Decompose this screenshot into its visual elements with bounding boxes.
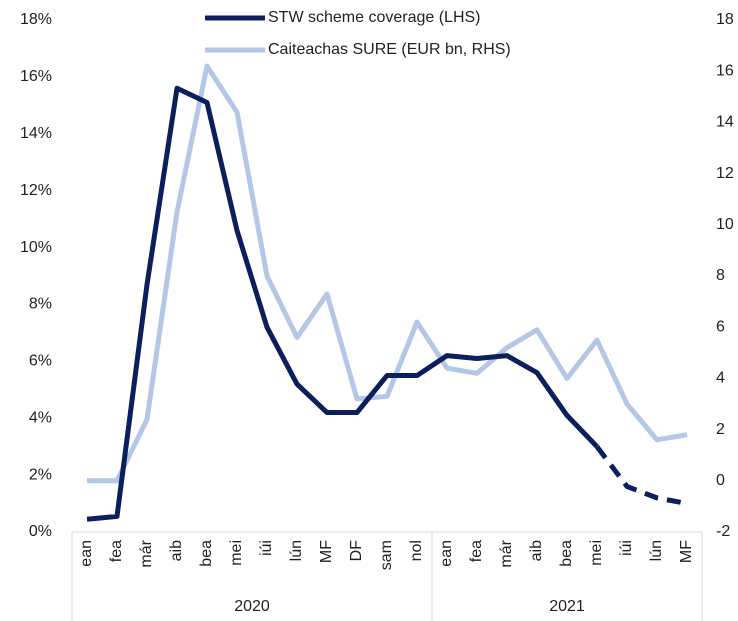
x-tick-label: fea xyxy=(468,540,485,562)
x-tick-label: ean xyxy=(78,540,95,567)
legend-label: STW scheme coverage (LHS) xyxy=(268,9,481,26)
y2-tick-label: 14 xyxy=(716,114,734,131)
x-tick-label: már xyxy=(498,539,515,567)
x-tick-label: mei xyxy=(228,540,245,566)
y2-tick-label: 8 xyxy=(716,267,725,284)
y-tick-label: 0% xyxy=(29,523,52,540)
x-group-label: 2020 xyxy=(234,598,270,615)
y2-tick-label: 10 xyxy=(716,216,734,233)
y2-tick-label: 6 xyxy=(716,318,725,335)
x-tick-label: iúi xyxy=(258,540,275,556)
y-tick-label: 4% xyxy=(29,409,52,426)
x-tick-label: sam xyxy=(378,540,395,570)
x-tick-label: ean xyxy=(438,540,455,567)
legend-label: Caiteachas SURE (EUR bn, RHS) xyxy=(268,41,511,58)
y-tick-label: 14% xyxy=(20,125,52,142)
y2-tick-label: 16 xyxy=(716,62,734,79)
y-tick-label: 8% xyxy=(29,296,52,313)
y2-tick-label: 0 xyxy=(716,472,725,489)
x-group-label: 2021 xyxy=(549,598,585,615)
y2-tick-label: 18 xyxy=(716,11,734,28)
y-tick-label: 12% xyxy=(20,182,52,199)
x-tick-label: DF xyxy=(348,540,365,562)
x-tick-label: bea xyxy=(198,540,215,567)
x-tick-label: mei xyxy=(588,540,605,566)
x-tick-label: MF xyxy=(678,540,695,563)
y-tick-label: 10% xyxy=(20,239,52,256)
series-line xyxy=(86,85,599,522)
y-tick-label: 16% xyxy=(20,68,52,85)
y2-tick-label: -2 xyxy=(716,523,730,540)
x-tick-label: lún xyxy=(648,540,665,561)
x-tick-label: aib xyxy=(168,540,185,561)
x-tick-label: iúi xyxy=(618,540,635,556)
y2-tick-label: 12 xyxy=(716,165,734,182)
x-tick-label: fea xyxy=(108,540,125,562)
y2-tick-label: 4 xyxy=(716,370,725,387)
x-tick-label: nol xyxy=(408,540,425,561)
x-tick-label: MF xyxy=(318,540,335,563)
y2-tick-label: 2 xyxy=(716,421,725,438)
x-tick-label: már xyxy=(138,539,155,567)
legend-background xyxy=(200,6,600,30)
y-tick-label: 18% xyxy=(20,11,52,28)
x-tick-label: aib xyxy=(528,540,545,561)
x-tick-label: lún xyxy=(288,540,305,561)
series-line-dashed xyxy=(595,445,688,507)
y-tick-label: 2% xyxy=(29,466,52,483)
y-tick-label: 6% xyxy=(29,353,52,370)
x-tick-label: bea xyxy=(558,540,575,567)
series-line xyxy=(87,63,688,484)
legend-background xyxy=(200,38,600,62)
